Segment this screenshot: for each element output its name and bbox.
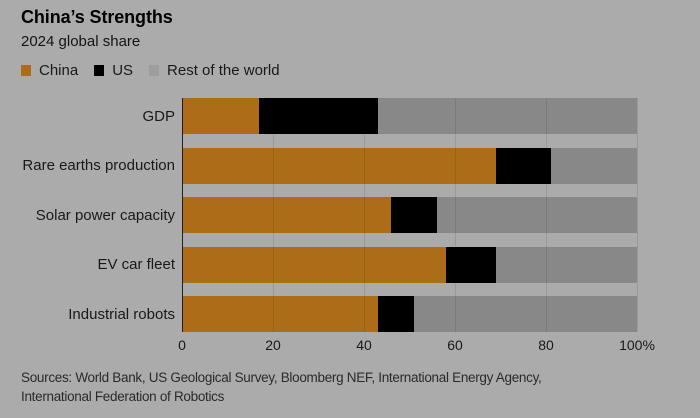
bar-segment-us bbox=[445, 246, 496, 283]
legend-item-china: China bbox=[21, 62, 78, 79]
x-tick-label-0: 0 bbox=[178, 337, 186, 353]
x-tick-label-60: 60 bbox=[447, 337, 463, 353]
category-label-ev-car-fleet: EV car fleet bbox=[97, 256, 175, 273]
bar-segment-china bbox=[182, 147, 496, 184]
chart-subtitle: 2024 global share bbox=[21, 33, 141, 50]
bar-segment-china bbox=[182, 246, 446, 283]
gridline-40 bbox=[364, 98, 365, 332]
bar-segment-us bbox=[495, 147, 551, 184]
plot-area bbox=[182, 98, 638, 332]
gridline-100 bbox=[637, 98, 638, 332]
bar-row-industrial-robots bbox=[182, 296, 637, 332]
bar-row-ev-car-fleet bbox=[182, 246, 637, 283]
bar-segment-us bbox=[391, 197, 437, 233]
legend-swatch-us bbox=[94, 65, 105, 76]
legend-swatch-rest-of-the-world bbox=[149, 65, 160, 76]
gridline-60 bbox=[455, 98, 456, 332]
bar-segment-rest-of-the-world bbox=[436, 197, 637, 233]
chart-title: China’s Strengths bbox=[21, 7, 173, 27]
bar-segment-china bbox=[182, 197, 392, 233]
x-tick-label-40: 40 bbox=[356, 337, 372, 353]
legend-label: China bbox=[39, 62, 79, 79]
bar-segment-us bbox=[259, 98, 378, 134]
bar-row-solar-power-capacity bbox=[182, 197, 637, 233]
source-note: Sources: World Bank, US Geological Surve… bbox=[21, 369, 542, 406]
bar-segment-rest-of-the-world bbox=[495, 246, 637, 283]
legend-label: Rest of the world bbox=[167, 62, 280, 79]
bar-row-gdp bbox=[182, 98, 637, 134]
source-line-2: International Federation of Robotics bbox=[21, 388, 225, 404]
bar-segment-rest-of-the-world bbox=[550, 147, 637, 184]
category-label-gdp: GDP bbox=[142, 107, 175, 125]
gridline-20 bbox=[273, 98, 274, 332]
bar-row-rare-earths-production bbox=[182, 147, 637, 184]
category-labels: GDP Rare earths production Solar power cap… bbox=[0, 98, 175, 332]
x-axis-ticks: 0 20 40 60 80 100% bbox=[178, 337, 655, 353]
legend: China US Rest of the world bbox=[21, 62, 280, 79]
zero-axis-line bbox=[182, 98, 183, 332]
bar-segment-rest-of-the-world bbox=[414, 296, 637, 332]
legend-item-rest-of-the-world: Rest of the world bbox=[149, 62, 280, 79]
bar-segment-rest-of-the-world bbox=[377, 98, 637, 134]
bar-rows bbox=[182, 98, 637, 332]
category-label-industrial-robots: Industrial robots bbox=[68, 305, 175, 323]
gridline-80 bbox=[546, 98, 547, 332]
source-line-1: Sources: World Bank, US Geological Surve… bbox=[21, 370, 542, 385]
x-tick-label-20: 20 bbox=[265, 337, 281, 353]
legend-label: US bbox=[112, 62, 134, 79]
x-tick-label-80: 80 bbox=[538, 337, 554, 353]
bar-segment-china bbox=[182, 98, 260, 134]
category-label-solar-power-capacity: Solar power capacity bbox=[35, 206, 175, 224]
legend-item-us: US bbox=[94, 62, 133, 79]
legend-swatch-china bbox=[21, 65, 31, 76]
x-tick-label-100: 100% bbox=[619, 337, 655, 353]
category-label-rare-earths-production: Rare earths production bbox=[22, 157, 175, 174]
bar-segment-us bbox=[377, 296, 415, 332]
bar-segment-china bbox=[182, 296, 378, 332]
